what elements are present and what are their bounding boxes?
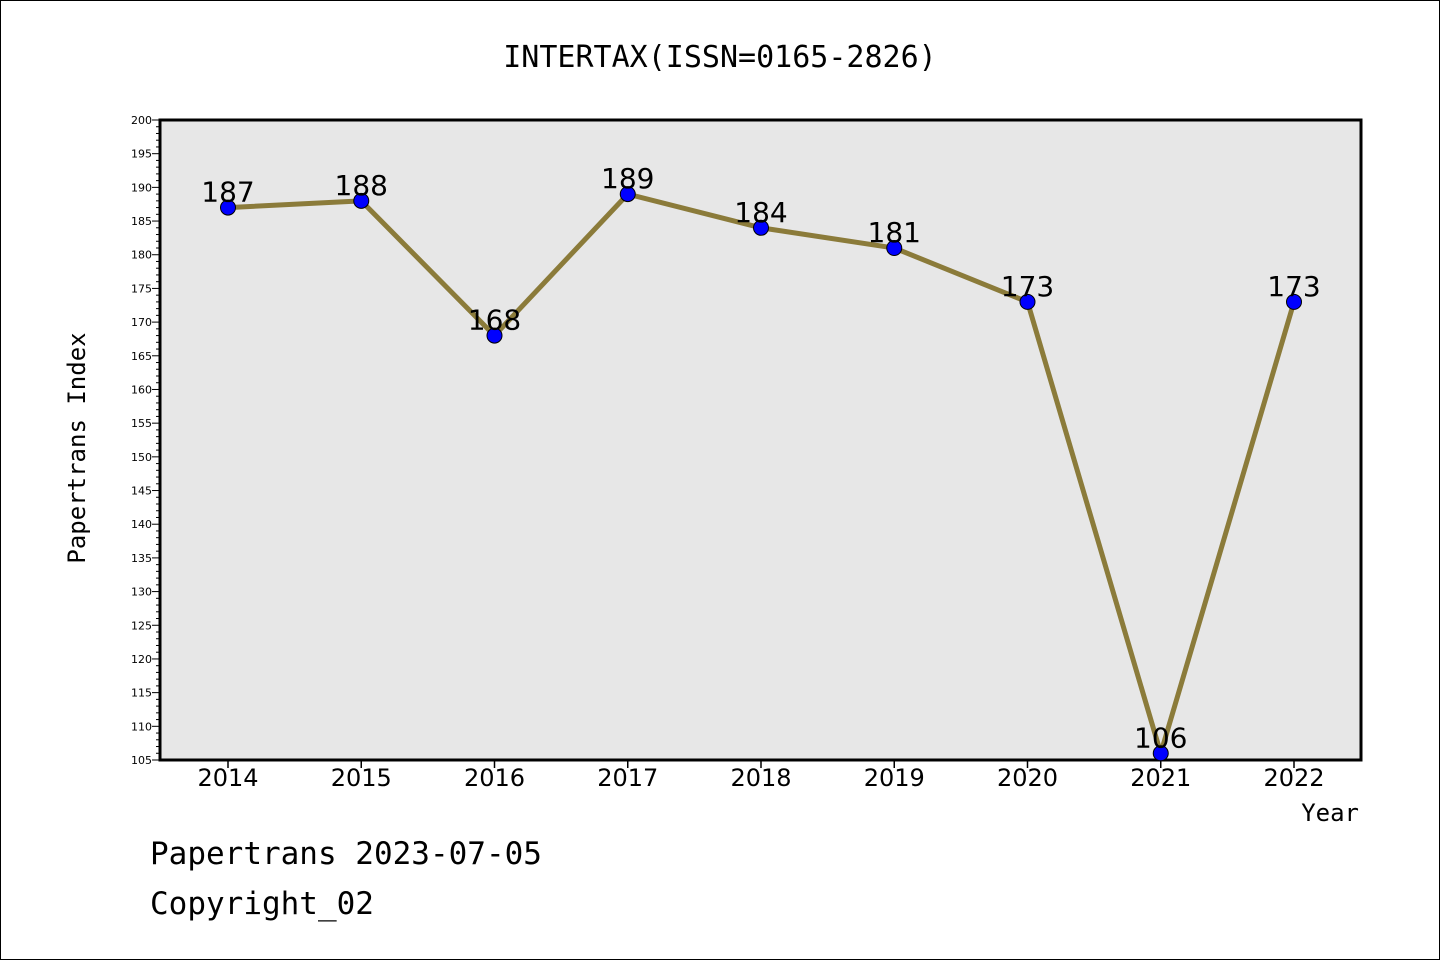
y-tick-label: 190 xyxy=(131,181,152,194)
x-tick-label: 2014 xyxy=(197,764,258,792)
chart-title: INTERTAX(ISSN=0165-2826) xyxy=(503,40,936,75)
x-tick-label: 2020 xyxy=(997,764,1058,792)
data-labels-layer: 187 188 168 189 184 181 173 106 173 xyxy=(201,162,1320,754)
x-tick-label: 2019 xyxy=(864,764,925,792)
y-tick-label: 105 xyxy=(131,754,152,767)
y-tick-label: 130 xyxy=(131,586,152,599)
y-tick-label: 155 xyxy=(131,417,152,430)
x-tick-label: 2021 xyxy=(1130,764,1191,792)
y-tick-label: 160 xyxy=(131,383,152,396)
data-label: 188 xyxy=(335,169,388,202)
y-tick-label: 135 xyxy=(131,552,152,565)
y-axis-label: Papertrans Index xyxy=(63,332,91,563)
data-point xyxy=(886,240,903,256)
data-label: 184 xyxy=(734,196,787,229)
data-point xyxy=(619,186,636,203)
data-label: 187 xyxy=(201,176,254,209)
y-tick-label: 200 xyxy=(131,114,152,127)
data-label: 173 xyxy=(1001,270,1054,303)
y-tick-label: 175 xyxy=(131,282,152,295)
data-point xyxy=(1019,293,1036,310)
y-tick-label: 185 xyxy=(131,215,152,228)
y-tick-label: 195 xyxy=(131,148,152,161)
y-tick-label: 120 xyxy=(131,653,152,666)
data-label: 173 xyxy=(1267,270,1320,303)
y-tick-label: 110 xyxy=(131,720,152,733)
y-tick-label: 145 xyxy=(131,485,152,498)
data-label: 189 xyxy=(601,162,654,195)
x-tick-label: 2022 xyxy=(1263,764,1324,792)
y-tick-label: 150 xyxy=(131,451,152,464)
data-point xyxy=(753,219,769,236)
data-point xyxy=(1152,745,1169,762)
data-point xyxy=(353,192,370,209)
x-axis-label: Year xyxy=(1301,799,1359,827)
x-axis: 2014 2015 2016 2017 2018 2019 2020 2021 2022 xyxy=(197,760,1325,792)
series-layer xyxy=(220,186,1302,762)
y-axis: 105 110 115 120 125 130 135 140 145 150 155 160 165 1… xyxy=(131,114,160,767)
y-tick-label: 170 xyxy=(131,316,152,329)
data-point xyxy=(486,327,503,344)
data-label: 168 xyxy=(468,304,521,337)
data-label: 181 xyxy=(868,216,921,249)
data-point xyxy=(1286,293,1302,310)
y-tick-label: 140 xyxy=(131,518,152,531)
y-tick-label: 125 xyxy=(131,619,152,632)
footer-date: Papertrans 2023-07-05 xyxy=(150,836,542,872)
y-tick-label: 115 xyxy=(131,687,152,700)
x-tick-label: 2018 xyxy=(730,764,791,792)
y-tick-label: 180 xyxy=(131,249,152,262)
data-label: 106 xyxy=(1134,721,1187,754)
x-tick-label: 2017 xyxy=(597,764,658,792)
x-tick-label: 2016 xyxy=(464,764,525,792)
data-point xyxy=(220,199,236,216)
footer-copyright: Copyright_02 xyxy=(150,886,374,922)
x-tick-label: 2015 xyxy=(331,764,392,792)
y-tick-label: 165 xyxy=(131,350,152,363)
